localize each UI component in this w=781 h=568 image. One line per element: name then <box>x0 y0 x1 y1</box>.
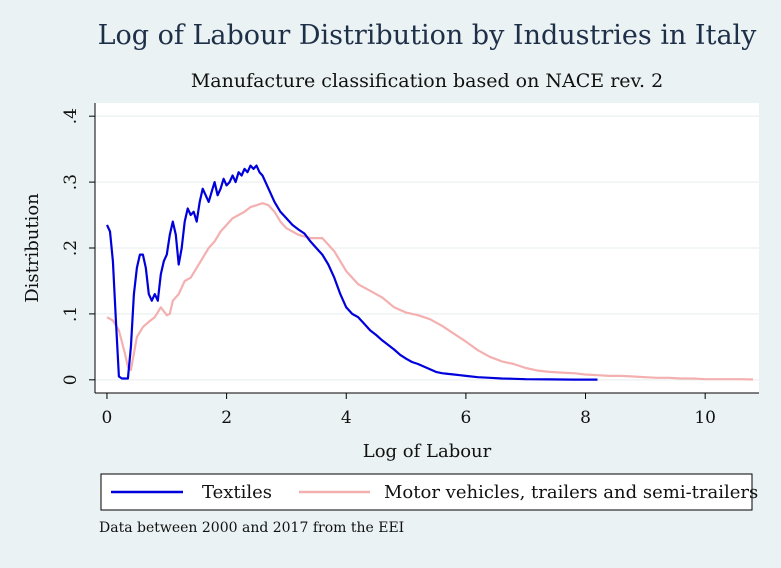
x-tick-label: 4 <box>341 408 352 428</box>
x-tick-label: 2 <box>221 408 232 428</box>
legend-box <box>100 473 753 511</box>
x-axis-label: Log of Labour <box>363 441 492 462</box>
chart-note: Data between 2000 and 2017 from the EEI <box>99 520 404 536</box>
legend: Textiles Motor vehicles, trailers and se… <box>100 473 758 511</box>
legend-label-motor-vehicles: Motor vehicles, trailers and semi-traile… <box>384 482 758 503</box>
chart-title: Log of Labour Distribution by Industries… <box>98 20 758 51</box>
x-tick-label: 6 <box>460 408 471 428</box>
y-tick-label: 0 <box>61 374 81 385</box>
series-line-motor-vehicles <box>106 202 754 381</box>
x-tick-label: 10 <box>694 408 716 428</box>
gridlines <box>95 115 759 381</box>
y-tick-label: .4 <box>61 108 81 124</box>
axes: 0 .1 .2 .3 .4 0 2 4 6 8 10 <box>61 103 759 428</box>
y-tick-label: .3 <box>61 174 81 190</box>
legend-label-textiles: Textiles <box>202 482 272 503</box>
y-axis-label: Distribution <box>22 193 43 303</box>
y-tick-label: .2 <box>61 240 81 256</box>
y-tick-label: .1 <box>61 306 81 322</box>
x-tick-label: 8 <box>580 408 591 428</box>
series-line-textiles <box>105 164 598 381</box>
chart-subtitle: Manufacture classification based on NACE… <box>191 70 663 92</box>
x-tick-label: 0 <box>102 408 113 428</box>
series <box>105 164 754 381</box>
